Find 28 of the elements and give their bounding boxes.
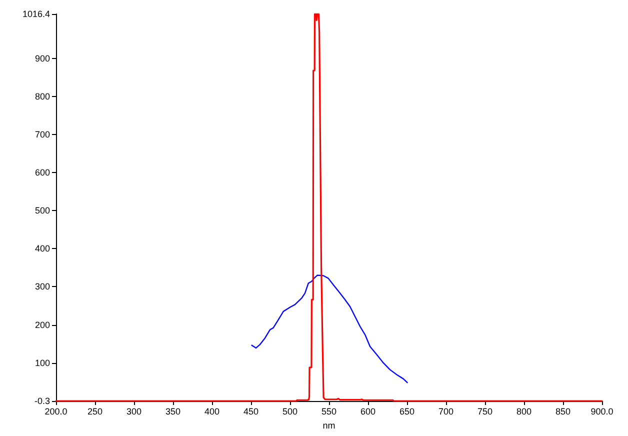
- y-tick-label: -0.3: [34, 396, 50, 406]
- y-tick-label: 500: [34, 206, 50, 216]
- x-tick-label: 650: [399, 406, 415, 416]
- x-tick-label: 400: [204, 406, 220, 416]
- x-tick-label: 350: [165, 406, 181, 416]
- y-tick-label: 800: [34, 91, 50, 102]
- x-tick-label: 900.0: [590, 406, 614, 416]
- x-tick-label: 850: [555, 406, 571, 416]
- x-tick-label: 600: [360, 406, 376, 416]
- x-tick-label: 450: [243, 406, 259, 416]
- x-tick-label: 750: [477, 406, 493, 416]
- y-tick-label: 700: [34, 129, 50, 140]
- y-tick-label: 600: [34, 168, 50, 178]
- x-tick-label: 200.0: [44, 406, 68, 416]
- x-tick-label: 250: [87, 406, 103, 416]
- y-tick-label: 100: [34, 358, 50, 368]
- x-tick-label: 300: [126, 406, 142, 416]
- y-tick-label: 1016.4: [22, 9, 50, 19]
- x-tick-label: 800: [516, 406, 532, 416]
- x-tick-label: 550: [321, 406, 337, 416]
- x-tick-label: 500: [282, 406, 298, 416]
- x-axis-title: nm: [322, 420, 336, 430]
- x-tick-label: 700: [438, 406, 454, 416]
- y-tick-label: 300: [34, 282, 50, 292]
- y-tick-label: 400: [34, 244, 50, 254]
- line-series: [251, 274, 408, 384]
- y-tick-label: 200: [34, 320, 50, 330]
- y-tick-label: 900: [34, 53, 50, 64]
